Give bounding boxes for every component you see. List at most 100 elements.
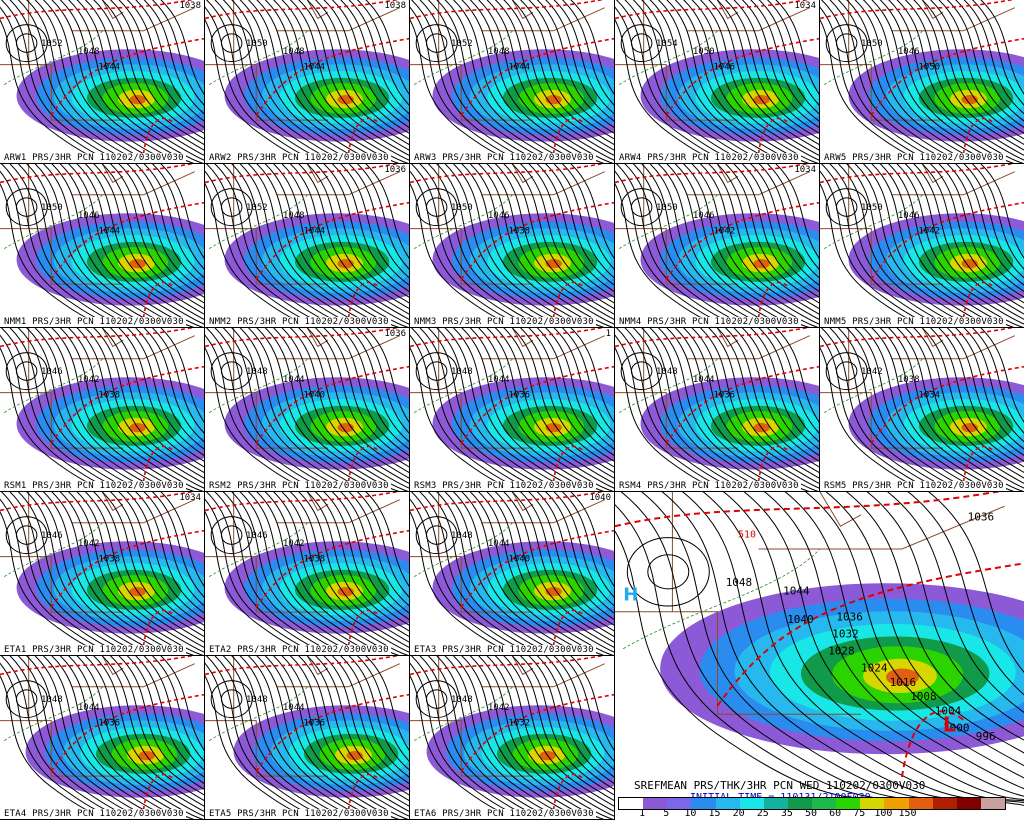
- panel-label: NMM1 PRS/3HR PCN 110202/0300V030: [2, 317, 186, 327]
- isobar-value-label: 1036: [968, 511, 995, 524]
- isobar-value-label: 1036: [713, 390, 735, 400]
- panel-label: ETA6 PRS/3HR PCN 110202/0300V030: [412, 809, 596, 819]
- panel-label: ETA1 PRS/3HR PCN 110202/0300V030: [2, 645, 186, 655]
- isobar-value-label: 1038: [898, 375, 920, 385]
- colorbar-tick-label: 150: [898, 808, 916, 819]
- panel-label: ARW1 PRS/3HR PCN 110202/0300V030: [2, 153, 186, 163]
- member-map: 1048 1044 1036: [410, 328, 615, 492]
- isobar-value-label: 1044: [508, 62, 530, 72]
- isobar-value-label: 1054: [656, 39, 678, 49]
- thickness-value-label: 510: [738, 530, 756, 541]
- isobar-value-label: 1032: [508, 718, 530, 728]
- isobar-value-label: 1036: [508, 390, 530, 400]
- isobar-value-label: 1046: [898, 211, 920, 221]
- isobar-value-label: 1050: [656, 203, 678, 213]
- member-map: 1050 1046 1050: [820, 0, 1024, 164]
- panel-label: NMM2 PRS/3HR PCN 110202/0300V030: [207, 317, 391, 327]
- isobar-value-label: 1044: [78, 703, 100, 713]
- isobar-value-label: 1044: [303, 226, 325, 236]
- panel-label: ETA5 PRS/3HR PCN 110202/0300V030: [207, 809, 391, 819]
- isobar-value-label: 1024: [861, 662, 888, 675]
- isobar-value-label: 1052: [41, 39, 63, 49]
- isobar-value-label: 1046: [693, 211, 715, 221]
- colorbar-tick-label: 60: [829, 808, 841, 819]
- panel-label: ARW2 PRS/3HR PCN 110202/0300V030: [207, 153, 391, 163]
- isobar-value-label: 1050: [246, 39, 268, 49]
- isobar-value-label: 1050: [693, 47, 715, 57]
- panel-label: ARW5 PRS/3HR PCN 110202/0300V030: [822, 153, 1006, 163]
- colorbar-tick-label: 15: [708, 808, 720, 819]
- panel-label: NMM4 PRS/3HR PCN 110202/0300V030: [617, 317, 801, 327]
- isobar-value-label: 1048: [451, 367, 473, 377]
- isobar-value-label: 1044: [283, 703, 305, 713]
- isobar-value-label: 1046: [246, 531, 268, 541]
- colorbar-tick-label: 1: [639, 808, 645, 819]
- isobar-value-label: 1008: [910, 690, 937, 703]
- corner-isobar-label: 1036: [384, 165, 406, 175]
- isobar-value-label: 1042: [78, 539, 100, 549]
- isobar-value-label: 1044: [488, 539, 510, 549]
- isobar-value-label: 1046: [898, 47, 920, 57]
- isobar-value-label: 1034: [918, 390, 940, 400]
- isobar-value-label: 1038: [508, 226, 530, 236]
- isobar-value-label: 1046: [488, 211, 510, 221]
- panel-label: ETA2 PRS/3HR PCN 110202/0300V030: [207, 645, 391, 655]
- isobar-value-label: 1048: [283, 47, 305, 57]
- corner-isobar-label: 1034: [794, 1, 816, 11]
- isobar-value-label: 1036: [98, 718, 120, 728]
- isobar-value-label: 1044: [98, 226, 120, 236]
- isobar-value-label: 1038: [303, 554, 325, 564]
- colorbar-tick-label: 75: [853, 808, 865, 819]
- panel-label: NMM5 PRS/3HR PCN 110202/0300V030: [822, 317, 1006, 327]
- colorbar-tick-label: 20: [733, 808, 745, 819]
- isobar-value-label: 1042: [918, 226, 940, 236]
- corner-isobar-label: 1034: [794, 165, 816, 175]
- isobar-value-label: 1050: [41, 203, 63, 213]
- ensemble-member-panel: 1050 1046 1042 NMM5 PRS/3HR PCN 110202/0300…: [820, 164, 1024, 328]
- high-pressure-marker: H: [623, 584, 638, 605]
- corner-isobar-label: 1040: [589, 493, 611, 503]
- isobar-value-label: 1050: [918, 62, 940, 72]
- isobar-value-label: 1036: [303, 718, 325, 728]
- colorbar-tick-label: 10: [684, 808, 696, 819]
- isobar-value-label: 1048: [656, 367, 678, 377]
- isobar-value-label: 1036: [836, 610, 863, 623]
- isobar-value-label: 1052: [451, 39, 473, 49]
- corner-isobar-label: 1036: [384, 329, 406, 339]
- isobar-value-label: 1042: [488, 703, 510, 713]
- isobar-value-label: 1042: [861, 367, 883, 377]
- isobar-value-label: 1050: [861, 39, 883, 49]
- isobar-value-label: 1016: [890, 676, 917, 689]
- isobar-value-label: 1040: [787, 613, 814, 626]
- panel-label: RSM3 PRS/3HR PCN 110202/0300V030: [412, 481, 596, 491]
- isobar-value-label: 1044: [488, 375, 510, 385]
- isobar-value-label: 1048: [78, 47, 100, 57]
- colorbar-tick-label: 35: [781, 808, 793, 819]
- isobar-value-label: 1050: [861, 203, 883, 213]
- panel-label: ETA3 PRS/3HR PCN 110202/0300V030: [412, 645, 596, 655]
